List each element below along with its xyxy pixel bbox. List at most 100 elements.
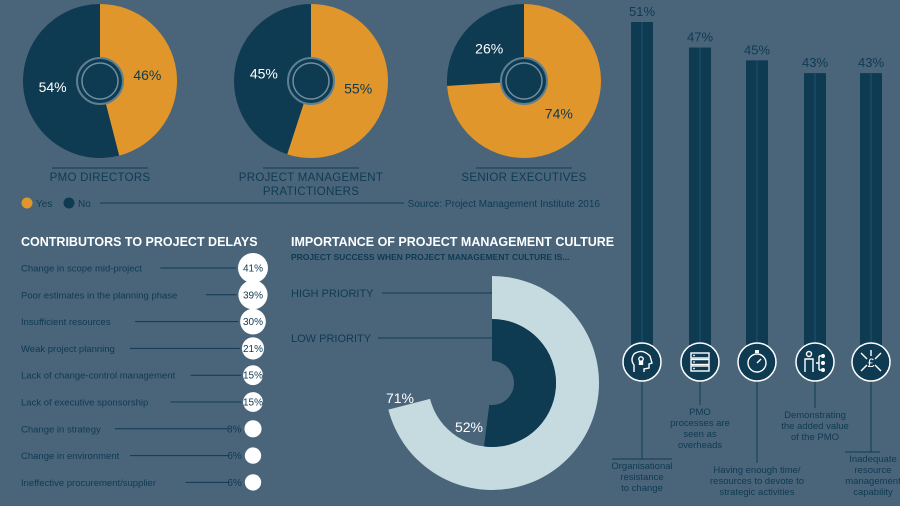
challenge-category-label: capability (853, 487, 893, 498)
challenge-value-label: 47% (687, 30, 713, 45)
culture-value-low: 52% (455, 419, 483, 435)
legend-label-no: No (78, 199, 91, 210)
delay-bubble (243, 392, 263, 412)
delay-value-label: 15% (243, 398, 263, 409)
delay-category-label: Change in strategy (21, 424, 101, 435)
pie-center-hole (292, 62, 330, 100)
challenge-category-label: Organisational (611, 461, 672, 472)
rack-led (693, 361, 695, 363)
pie-slice-no (22, 4, 120, 158)
delay-category-label: Poor estimates in the planning phase (21, 290, 177, 301)
server-rack-icon (680, 342, 720, 382)
delay-bubble (244, 447, 262, 464)
network-links (816, 355, 821, 371)
challenge-value-label: 51% (629, 4, 655, 19)
delay-category-label: Change in environment (21, 451, 120, 462)
culture-category-low: LOW PRIORITY (291, 333, 372, 345)
challenge-category-label: of the PMO (791, 432, 839, 443)
challenge-category-label: Having enough time/ (713, 465, 800, 476)
challenge-category-label: management (845, 476, 900, 487)
challenge-bar-3: 45% Having enough time/resources to devot… (710, 42, 804, 498)
challenge-category-label: resistance (620, 472, 663, 483)
direction-arrow (860, 364, 868, 372)
delay-value-label: 21% (243, 344, 263, 355)
pie-slice-yes (100, 4, 177, 156)
delays-title: CONTRIBUTORS TO PROJECT DELAYS (21, 235, 258, 249)
currency-symbol: £ (868, 356, 875, 370)
head-outline (631, 350, 653, 372)
pie-chart-2: 55% 45% PROJECT MANAGEMENT PRATICTIONERS (234, 4, 388, 198)
pie-title: PRATICTIONERS (263, 186, 359, 198)
challenge-category-label: resources to devote to (710, 476, 804, 487)
currency-arrows-icon (851, 342, 891, 382)
source-note: Source: Project Management Institute 201… (408, 199, 601, 210)
legend-label-yes: Yes (36, 199, 52, 210)
rack-unit (690, 358, 710, 366)
pie-slice-no (447, 4, 524, 86)
challenge-category-label: overheads (678, 440, 723, 451)
delay-category-label: Weak project planning (21, 344, 115, 355)
stopwatch-icon (737, 342, 777, 382)
culture-chart: IMPORTANCE OF PROJECT MANAGEMENT CULTURE… (291, 235, 614, 490)
challenge-value-label: 45% (744, 42, 770, 57)
delays-chart: CONTRIBUTORS TO PROJECT DELAYS Change in … (21, 235, 268, 491)
delay-bubble (240, 308, 266, 335)
rack-led (693, 367, 695, 370)
delay-bubble (241, 337, 265, 360)
direction-arrow (874, 352, 882, 360)
culture-value-high: 71% (386, 390, 414, 406)
culture-subtitle: PROJECT SUCCESS WHEN PROJECT MANAGEMENT … (291, 252, 569, 262)
network-node (821, 361, 825, 365)
challenge-category-label: seen as (683, 429, 717, 440)
pie-center-hole (505, 62, 543, 100)
delay-value-label: 30% (243, 317, 263, 328)
pie-title: SENIOR EXECUTIVES (461, 172, 586, 184)
direction-arrow (874, 364, 882, 372)
delay-category-label: Lack of executive sponsorship (21, 398, 148, 409)
challenge-category-label: strategic activities (720, 487, 795, 498)
culture-ring-low (483, 319, 556, 447)
delay-bubble (244, 420, 262, 438)
delay-category-label: Change in scope mid-project (21, 264, 142, 275)
pie-center-hole (81, 62, 119, 100)
challenge-category-label: the added value (781, 421, 849, 432)
culture-category-high: HIGH PRIORITY (291, 288, 374, 300)
delay-value-label: 41% (243, 264, 263, 275)
pie-legend: Yes No Source: Project Management Institut… (21, 197, 601, 210)
delay-category-label: Ineffective procurement/supplier (21, 478, 156, 489)
person-head (805, 350, 813, 358)
pie-chart-1: 46% 54% PMO DIRECTORS (22, 4, 177, 184)
delay-value-label: 6% (227, 451, 242, 462)
delay-bubble (243, 365, 263, 386)
network-node (821, 354, 825, 358)
challenge-category-label: to change (621, 483, 663, 494)
delay-value-label: 6% (227, 478, 242, 489)
stopwatch-crown (755, 350, 759, 353)
stopwatch-face (747, 353, 767, 373)
stopwatch-hand (756, 358, 762, 364)
pie-slice-yes (287, 4, 388, 158)
direction-arrow (860, 352, 868, 360)
pie-chart-3: 74% 26% SENIOR EXECUTIVES (447, 4, 601, 184)
challenge-category-label: Demonstrating (784, 410, 846, 421)
legend-swatch-yes (21, 197, 33, 209)
challenge-value-label: 43% (858, 55, 884, 70)
network-node (821, 368, 825, 372)
delay-bubble (238, 253, 268, 283)
challenge-bar-5: 43% £ Inadequateresourcemanagementcapabili… (845, 55, 900, 498)
delay-value-label: 39% (243, 290, 263, 301)
pie-label-no: 54% (39, 79, 67, 95)
pie-label-yes: 74% (545, 106, 573, 122)
challenge-category-label: processes are (670, 418, 730, 429)
culture-title: IMPORTANCE OF PROJECT MANAGEMENT CULTURE (291, 235, 614, 249)
challenge-category-label: Inadequate (849, 454, 897, 465)
delay-value-label: 8% (227, 424, 242, 435)
pie-label-no: 26% (475, 40, 503, 56)
rack-unit (690, 365, 710, 372)
pie-label-no: 45% (250, 66, 278, 82)
